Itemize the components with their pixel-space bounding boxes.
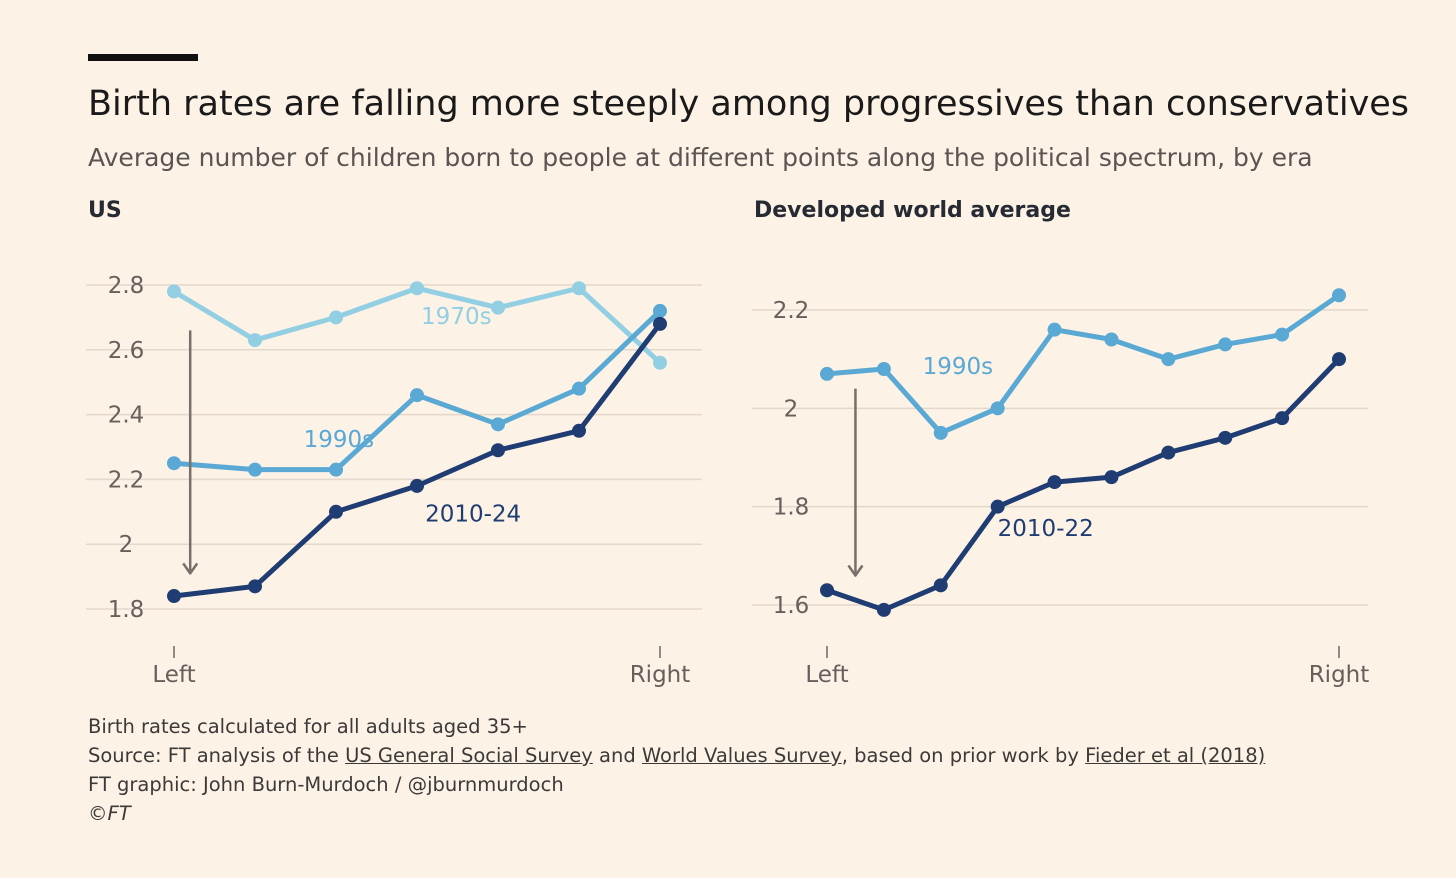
data-point: [329, 504, 343, 519]
data-point: [876, 362, 891, 376]
data-point: [820, 583, 834, 598]
data-point: [1218, 337, 1233, 352]
data-point: [410, 281, 424, 296]
data-point: [820, 366, 834, 381]
data-point: [572, 381, 586, 396]
y-tick-label: 2.6: [108, 338, 145, 364]
data-point: [329, 310, 343, 325]
data-point: [167, 284, 181, 299]
data-point: [410, 388, 424, 403]
data-point: [167, 456, 181, 471]
y-tick-label: 2: [119, 532, 134, 558]
source-link-gss[interactable]: US General Social Survey: [345, 744, 593, 767]
footer-source: Source: FT analysis of the US General So…: [88, 744, 1266, 767]
panel-title-us: US: [88, 198, 122, 223]
panel-title-developed: Developed world average: [754, 198, 1071, 223]
data-point: [410, 478, 424, 493]
arrow-head: [182, 562, 199, 575]
data-point: [572, 423, 586, 438]
series-label: 1990s: [923, 354, 994, 380]
footer: Birth rates calculated for all adults ag…: [88, 712, 1265, 828]
x-tick-label: Right: [1309, 662, 1370, 688]
y-tick-label: 1.8: [108, 597, 145, 623]
chart-subtitle: Average number of children born to peopl…: [88, 143, 1313, 172]
data-point: [1104, 470, 1119, 485]
series-label: 2010-22: [998, 516, 1094, 542]
footer-note: Birth rates calculated for all adults ag…: [88, 715, 528, 738]
x-tick-label: Right: [630, 662, 691, 688]
source-link-wvs[interactable]: World Values Survey: [641, 744, 842, 767]
y-tick-label: 1.8: [773, 495, 810, 521]
y-tick-label: 2.8: [108, 273, 145, 299]
data-point: [1218, 430, 1233, 445]
data-point: [1047, 322, 1062, 337]
y-tick-label: 1.6: [773, 593, 810, 619]
data-point: [329, 462, 343, 477]
data-point: [1275, 411, 1290, 426]
series-label: 1990s: [304, 427, 375, 453]
data-point: [1332, 288, 1346, 303]
data-point: [1275, 327, 1290, 342]
data-point: [653, 316, 667, 331]
footer-graphic-credit: FT graphic: John Burn-Murdoch / @jburnmu…: [88, 773, 564, 796]
data-point: [248, 462, 262, 477]
data-point: [990, 401, 1005, 416]
data-point: [491, 417, 505, 432]
data-point: [167, 589, 181, 604]
x-tick-label: Left: [805, 662, 848, 688]
data-point: [491, 443, 505, 458]
data-point: [1104, 332, 1119, 347]
series-label: 1970s: [421, 304, 492, 330]
data-point: [933, 578, 948, 593]
x-tick-label: Left: [152, 662, 195, 688]
y-tick-label: 2.4: [108, 403, 145, 429]
series-line-2010-22: [824, 356, 1342, 613]
data-point: [876, 602, 891, 617]
data-point: [491, 300, 505, 315]
data-point: [1047, 475, 1062, 490]
accent-bar: [88, 54, 198, 61]
data-point: [1161, 352, 1176, 367]
footer-copyright: ©FT: [88, 802, 131, 825]
arrow-head: [847, 564, 864, 577]
data-point: [572, 281, 586, 296]
source-link-fieder[interactable]: Fieder et al (2018): [1085, 744, 1266, 767]
data-point: [1332, 352, 1346, 367]
data-point: [248, 579, 262, 594]
y-tick-label: 2.2: [108, 467, 145, 493]
y-tick-label: 2: [784, 396, 799, 422]
data-point: [1161, 445, 1176, 460]
chart-title: Birth rates are falling more steeply amo…: [88, 84, 1410, 124]
data-point: [248, 333, 262, 348]
data-point: [990, 499, 1005, 514]
data-point: [653, 355, 667, 370]
data-point: [933, 425, 948, 440]
data-point: [653, 303, 667, 318]
series-label: 2010-24: [425, 502, 521, 528]
series-line-1990s: [824, 292, 1342, 436]
y-tick-label: 2.2: [773, 298, 810, 324]
